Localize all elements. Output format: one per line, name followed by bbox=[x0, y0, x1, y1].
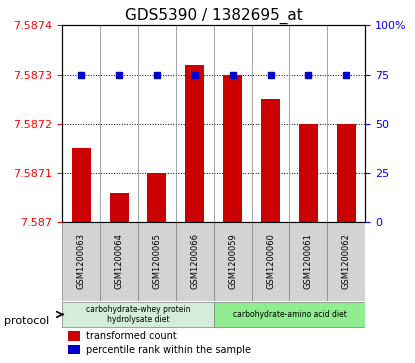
Bar bbox=[299, 124, 318, 222]
Text: GSM1200065: GSM1200065 bbox=[152, 233, 161, 289]
Bar bbox=[261, 99, 280, 222]
Text: protocol: protocol bbox=[4, 316, 49, 326]
Bar bbox=[337, 124, 356, 222]
Text: GSM1200066: GSM1200066 bbox=[190, 233, 199, 289]
Text: GSM1200059: GSM1200059 bbox=[228, 233, 237, 289]
Text: percentile rank within the sample: percentile rank within the sample bbox=[86, 345, 251, 355]
Bar bbox=[72, 148, 90, 222]
Text: transformed count: transformed count bbox=[86, 331, 177, 341]
Title: GDS5390 / 1382695_at: GDS5390 / 1382695_at bbox=[125, 8, 303, 24]
Text: GSM1200060: GSM1200060 bbox=[266, 233, 275, 289]
Bar bbox=[251, 222, 290, 301]
Bar bbox=[138, 222, 176, 301]
Bar bbox=[147, 173, 166, 222]
Text: carbohydrate-whey protein
hydrolysate diet: carbohydrate-whey protein hydrolysate di… bbox=[86, 305, 190, 324]
Bar bbox=[110, 192, 129, 222]
Text: GSM1200064: GSM1200064 bbox=[115, 233, 124, 289]
Text: GSM1200061: GSM1200061 bbox=[304, 233, 313, 289]
Bar bbox=[68, 331, 81, 340]
Bar bbox=[214, 222, 251, 301]
Bar bbox=[214, 302, 365, 327]
Bar bbox=[223, 74, 242, 222]
Bar bbox=[62, 302, 214, 327]
Bar bbox=[100, 222, 138, 301]
Bar bbox=[176, 222, 214, 301]
Text: GSM1200062: GSM1200062 bbox=[342, 233, 351, 289]
Text: GSM1200063: GSM1200063 bbox=[77, 233, 85, 289]
Bar bbox=[327, 222, 365, 301]
Text: carbohydrate-amino acid diet: carbohydrate-amino acid diet bbox=[232, 310, 347, 319]
Bar bbox=[62, 222, 100, 301]
Bar bbox=[290, 222, 327, 301]
Bar bbox=[186, 65, 204, 222]
Bar bbox=[68, 345, 81, 354]
